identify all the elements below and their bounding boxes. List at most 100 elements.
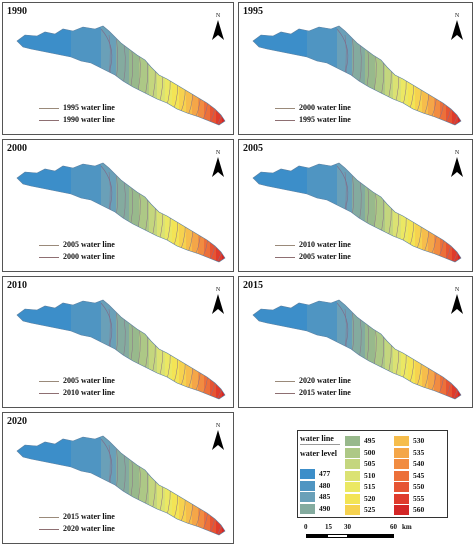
- scale-bar: 0 15 30 60 km: [304, 523, 414, 543]
- level-band: [172, 436, 180, 535]
- panel-year-label: 1995: [243, 6, 263, 17]
- level-band: [149, 300, 158, 399]
- level-band: [253, 163, 308, 262]
- level-band: [204, 26, 211, 125]
- level-band: [129, 26, 140, 125]
- north-arrow-icon: N: [211, 150, 225, 177]
- legend-value: 560: [413, 505, 425, 514]
- level-band: [440, 163, 447, 262]
- water-line-legend-b: 2020 water line: [39, 524, 115, 533]
- lake-map: [252, 162, 462, 263]
- level-band: [216, 436, 223, 535]
- level-band: [172, 300, 180, 399]
- level-band: [139, 163, 150, 262]
- level-band: [17, 163, 72, 262]
- level-band: [352, 300, 366, 399]
- scale-tick-15: 15: [325, 523, 332, 531]
- level-band: [385, 26, 394, 125]
- water-line-legend-a: 2010 water line: [275, 240, 351, 249]
- level-band: [116, 436, 130, 535]
- line-swatch: [39, 528, 59, 530]
- level-band: [375, 300, 386, 399]
- level-band: [385, 300, 394, 399]
- legend-value: 545: [413, 470, 425, 480]
- level-band: [172, 163, 180, 262]
- level-band: [440, 26, 447, 125]
- level-band: [434, 300, 441, 399]
- panel-year-label: 1990: [7, 6, 27, 17]
- level-band: [198, 26, 205, 125]
- water-line-legend-b: 1990 water line: [39, 115, 115, 124]
- north-arrow-icon: N: [211, 423, 225, 450]
- level-band: [415, 300, 423, 399]
- level-band: [393, 26, 402, 125]
- legend-swatch: [394, 447, 409, 458]
- north-arrow-icon: N: [211, 287, 225, 314]
- map-panel-1995: 1995 N 2000 water line 1995 water line: [238, 2, 473, 135]
- level-band: [149, 163, 158, 262]
- legend-value: 485: [319, 492, 331, 501]
- water-line-label: 2020 water line: [63, 524, 115, 533]
- legend-value: 550: [413, 482, 425, 491]
- level-band: [307, 300, 338, 399]
- level-band: [116, 26, 130, 125]
- level-band: [393, 300, 402, 399]
- legend-value: 477: [319, 469, 331, 478]
- water-line-label: 2015 water line: [63, 512, 115, 521]
- level-band: [71, 436, 102, 535]
- level-band: [222, 300, 225, 399]
- scale-tick-60: 60: [390, 523, 397, 531]
- level-band: [149, 26, 158, 125]
- level-band: [408, 300, 416, 399]
- water-line-label: 2005 water line: [63, 376, 115, 385]
- level-band: [375, 26, 386, 125]
- level-band: [198, 436, 205, 535]
- line-swatch: [275, 107, 295, 109]
- level-band: [452, 26, 459, 125]
- line-swatch: [275, 392, 295, 394]
- legend-value: 495: [364, 436, 376, 445]
- level-band: [434, 163, 441, 262]
- legend-swatch: [300, 480, 315, 491]
- level-band: [165, 163, 173, 262]
- scale-tick-0: 0: [304, 523, 308, 531]
- water-line-label: 2015 water line: [299, 388, 351, 397]
- level-band: [415, 163, 423, 262]
- legend-value: 490: [319, 503, 331, 513]
- level-band: [139, 436, 150, 535]
- legend-value: 540: [413, 459, 425, 468]
- lake-map: [16, 25, 226, 126]
- legend-swatch: [394, 470, 409, 481]
- level-band: [365, 300, 376, 399]
- lake-map: [252, 299, 462, 400]
- line-swatch: [275, 380, 295, 382]
- legend-water-line-label: water line: [300, 434, 334, 443]
- level-band: [179, 436, 187, 535]
- level-band: [172, 26, 180, 125]
- water-line-legend-b: 2000 water line: [39, 252, 115, 261]
- level-band: [458, 163, 461, 262]
- level-band: [179, 163, 187, 262]
- line-swatch: [275, 256, 295, 258]
- line-swatch: [39, 256, 59, 258]
- water-line-label: 2020 water line: [299, 376, 351, 385]
- level-band: [179, 26, 187, 125]
- lake-outline: [16, 435, 226, 536]
- north-label: N: [454, 13, 460, 19]
- legend-water-line-swatch: [300, 444, 340, 445]
- level-band: [415, 26, 423, 125]
- legend-value: 480: [319, 480, 331, 490]
- level-band: [352, 163, 366, 262]
- legend-swatch: [300, 503, 315, 514]
- water-line-legend-b: 2015 water line: [275, 388, 351, 397]
- level-band: [198, 300, 205, 399]
- level-band: [165, 26, 173, 125]
- legend-swatch: [345, 436, 360, 446]
- level-band: [352, 26, 366, 125]
- water-line-label: 2010 water line: [299, 240, 351, 249]
- level-band: [17, 26, 72, 125]
- water-line-legend-b: 1995 water line: [275, 115, 351, 124]
- legend-water-level-label: water level: [300, 449, 337, 458]
- level-band: [365, 26, 376, 125]
- level-band: [253, 26, 308, 125]
